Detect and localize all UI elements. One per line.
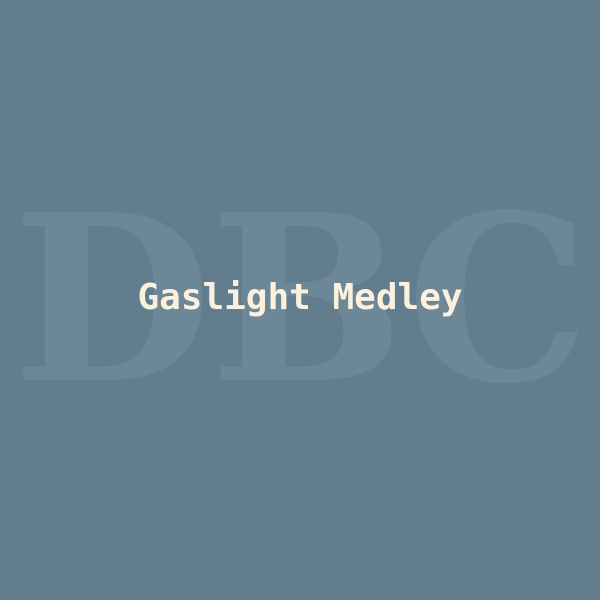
watermark-logo: DBC <box>12 165 589 435</box>
cover-title: Gaslight Medley <box>137 277 463 318</box>
